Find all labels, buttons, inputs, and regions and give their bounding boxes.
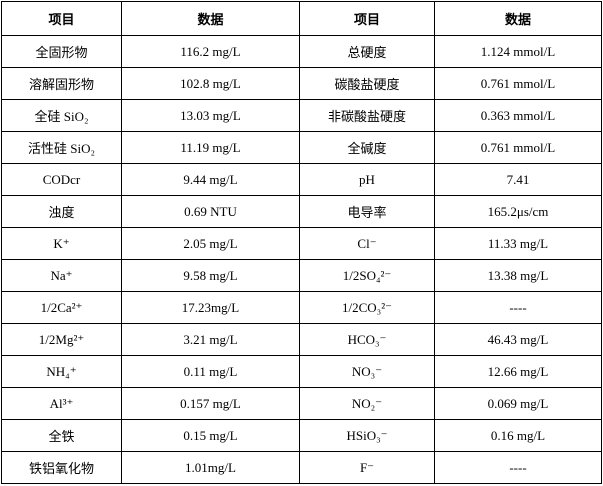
item-cell: K⁺ xyxy=(1,227,122,260)
value-cell: 12.66 mg/L xyxy=(434,355,602,388)
value-cell: 102.8 mg/L xyxy=(121,67,300,100)
header-cell: 项目 xyxy=(1,1,122,36)
item-cell: 1/2Ca²⁺ xyxy=(1,291,122,324)
item-cell: 总硬度 xyxy=(299,35,435,68)
table-row: CODcr 9.44 mg/L pH 7.41 xyxy=(1,163,602,196)
item-cell: 全碱度 xyxy=(299,131,435,164)
item-cell: HCO₃⁻ xyxy=(299,323,435,356)
table-row: 溶解固形物 102.8 mg/L 碳酸盐硬度 0.761 mmol/L xyxy=(1,67,602,100)
value-cell: 0.761 mmol/L xyxy=(434,131,602,164)
value-cell: 0.11 mg/L xyxy=(121,355,300,388)
value-cell: 0.363 mmol/L xyxy=(434,99,602,132)
item-cell: NH₄⁺ xyxy=(1,355,122,388)
value-cell: 9.44 mg/L xyxy=(121,163,300,196)
header-cell: 项目 xyxy=(299,1,435,36)
table-row: 活性硅 SiO₂ 11.19 mg/L 全碱度 0.761 mmol/L xyxy=(1,131,602,164)
value-cell: 7.41 xyxy=(434,163,602,196)
value-cell: ---- xyxy=(434,451,602,484)
header-cell: 数据 xyxy=(121,1,300,36)
header-row: 项目 数据 项目 数据 xyxy=(1,1,602,36)
value-cell: 1.124 mmol/L xyxy=(434,35,602,68)
item-cell: 全固形物 xyxy=(1,35,122,68)
value-cell: 17.23mg/L xyxy=(121,291,300,324)
item-cell: 铁铝氧化物 xyxy=(1,451,122,484)
item-cell: Na⁺ xyxy=(1,259,122,292)
table-body: 全固形物 116.2 mg/L 总硬度 1.124 mmol/L 溶解固形物 102.8 … xyxy=(1,35,602,484)
value-cell: 116.2 mg/L xyxy=(121,35,300,68)
item-cell: 全铁 xyxy=(1,419,122,452)
table-row: Al³⁺ 0.157 mg/L NO₂⁻ 0.069 mg/L xyxy=(1,387,602,420)
table-row: 浊度 0.69 NTU 电导率 165.2μs/cm xyxy=(1,195,602,228)
value-cell: 1.01mg/L xyxy=(121,451,300,484)
table-row: 1/2Mg²⁺ 3.21 mg/L HCO₃⁻ 46.43 mg/L xyxy=(1,323,602,356)
value-cell: 0.069 mg/L xyxy=(434,387,602,420)
item-cell: Al³⁺ xyxy=(1,387,122,420)
value-cell: 13.38 mg/L xyxy=(434,259,602,292)
item-cell: 溶解固形物 xyxy=(1,67,122,100)
item-cell: CODcr xyxy=(1,163,122,196)
table-row: NH₄⁺ 0.11 mg/L NO₃⁻ 12.66 mg/L xyxy=(1,355,602,388)
item-cell: Cl⁻ xyxy=(299,227,435,260)
value-cell: 9.58 mg/L xyxy=(121,259,300,292)
table-row: 全硅 SiO₂ 13.03 mg/L 非碳酸盐硬度 0.363 mmol/L xyxy=(1,99,602,132)
item-cell: HSiO₃⁻ xyxy=(299,419,435,452)
item-cell: 1/2CO₃²⁻ xyxy=(299,291,435,324)
item-cell: NO₂⁻ xyxy=(299,387,435,420)
item-cell: 全硅 SiO₂ xyxy=(1,99,122,132)
value-cell: 0.16 mg/L xyxy=(434,419,602,452)
value-cell: ---- xyxy=(434,291,602,324)
header-cell: 数据 xyxy=(434,1,602,36)
value-cell: 0.15 mg/L xyxy=(121,419,300,452)
item-cell: 1/2SO₄²⁻ xyxy=(299,259,435,292)
value-cell: 46.43 mg/L xyxy=(434,323,602,356)
item-cell: F⁻ xyxy=(299,451,435,484)
value-cell: 11.19 mg/L xyxy=(121,131,300,164)
item-cell: 碳酸盐硬度 xyxy=(299,67,435,100)
item-cell: 非碳酸盐硬度 xyxy=(299,99,435,132)
table-row: 全铁 0.15 mg/L HSiO₃⁻ 0.16 mg/L xyxy=(1,419,602,452)
value-cell: 165.2μs/cm xyxy=(434,195,602,228)
item-cell: NO₃⁻ xyxy=(299,355,435,388)
table-row: Na⁺ 9.58 mg/L 1/2SO₄²⁻ 13.38 mg/L xyxy=(1,259,602,292)
item-cell: 浊度 xyxy=(1,195,122,228)
table-row: K⁺ 2.05 mg/L Cl⁻ 11.33 mg/L xyxy=(1,227,602,260)
table-row: 全固形物 116.2 mg/L 总硬度 1.124 mmol/L xyxy=(1,35,602,68)
table-row: 铁铝氧化物 1.01mg/L F⁻ ---- xyxy=(1,451,602,484)
item-cell: pH xyxy=(299,163,435,196)
table-row: 1/2Ca²⁺ 17.23mg/L 1/2CO₃²⁻ ---- xyxy=(1,291,602,324)
value-cell: 0.761 mmol/L xyxy=(434,67,602,100)
value-cell: 0.69 NTU xyxy=(121,195,300,228)
item-cell: 1/2Mg²⁺ xyxy=(1,323,122,356)
item-cell: 电导率 xyxy=(299,195,435,228)
value-cell: 3.21 mg/L xyxy=(121,323,300,356)
value-cell: 2.05 mg/L xyxy=(121,227,300,260)
value-cell: 11.33 mg/L xyxy=(434,227,602,260)
value-cell: 0.157 mg/L xyxy=(121,387,300,420)
value-cell: 13.03 mg/L xyxy=(121,99,300,132)
item-cell: 活性硅 SiO₂ xyxy=(1,131,122,164)
